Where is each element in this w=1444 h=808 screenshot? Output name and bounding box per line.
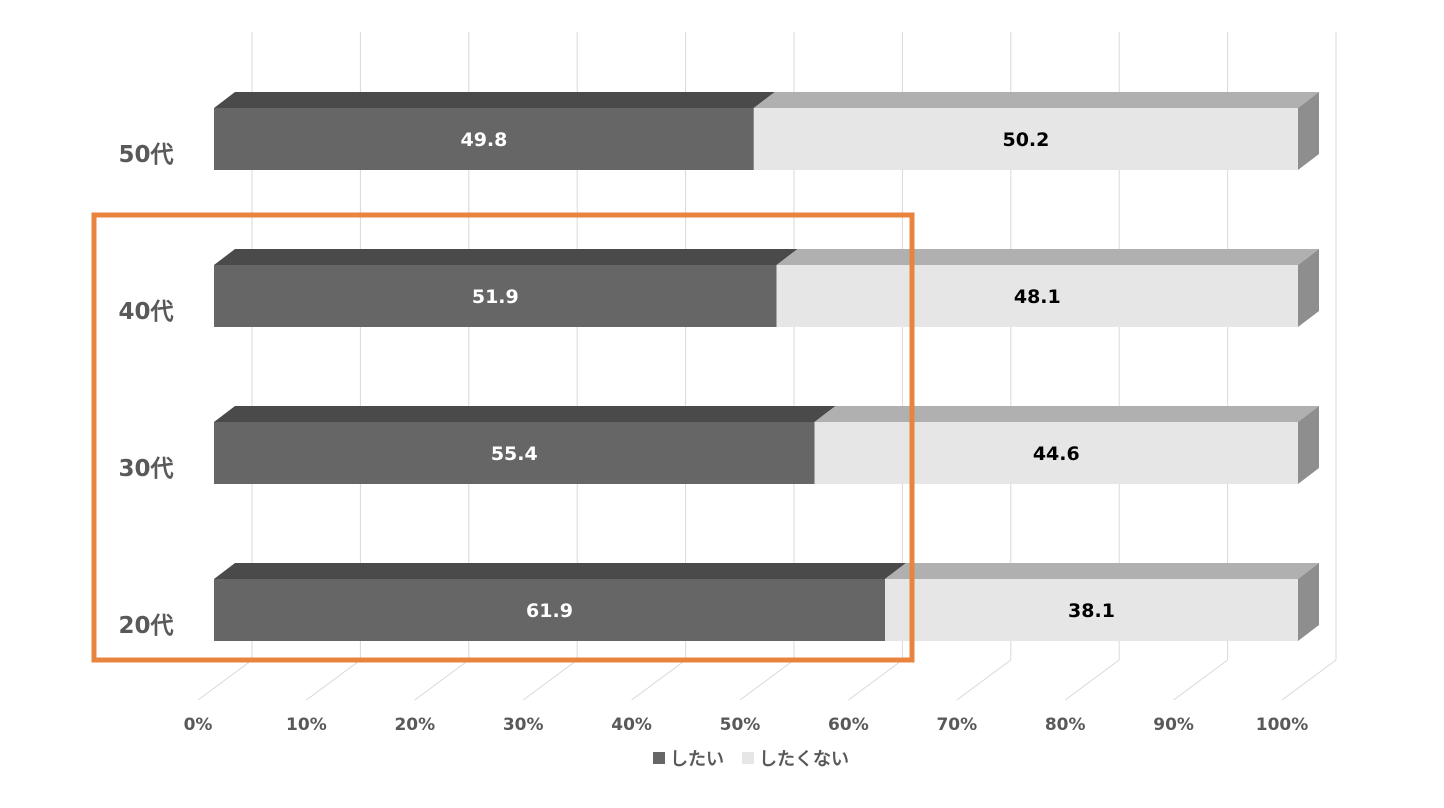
highlight-rectangle <box>91 212 915 663</box>
bar-side <box>1298 92 1319 170</box>
gridline-floor <box>414 659 470 701</box>
bar-top-light <box>776 249 1319 265</box>
category-labels: 50代 40代 30代 20代 <box>118 142 173 639</box>
bar-したい <box>214 265 777 327</box>
legend-label: したい <box>670 749 724 770</box>
data-label: 44.6 <box>1033 443 1080 465</box>
data-label: 50.2 <box>1002 129 1049 151</box>
bar-top-light <box>814 406 1319 422</box>
bar-top-light <box>753 92 1319 108</box>
x-tick-label: 50% <box>720 715 761 735</box>
bar-したくない <box>776 265 1298 327</box>
gridline-floor <box>522 659 578 701</box>
bar-top-dark <box>214 406 836 422</box>
gridline-floor <box>1173 659 1228 701</box>
x-axis-ticks: 0% 10% 20% 30% 40% 50% 60% 70% 80% 90% 100% <box>184 715 1309 735</box>
x-tick-label: 40% <box>611 715 652 735</box>
legend: したい したくない <box>653 749 849 770</box>
category-label: 30代 <box>118 456 173 482</box>
gridline-floor <box>197 659 253 701</box>
data-label: 49.8 <box>460 129 507 151</box>
bar-top-dark <box>214 563 906 579</box>
bar-したくない <box>814 422 1298 484</box>
highlight-box <box>91 212 915 663</box>
gridline-floor <box>848 659 903 701</box>
gridline-floor <box>956 659 1012 701</box>
x-tick-label: 60% <box>828 715 869 735</box>
data-label: 38.1 <box>1068 600 1115 622</box>
data-label: 51.9 <box>472 286 519 308</box>
category-label: 50代 <box>118 142 173 168</box>
x-tick-label: 70% <box>936 715 977 735</box>
data-label: 61.9 <box>526 600 573 622</box>
bar-top-dark <box>214 92 775 108</box>
data-label: 48.1 <box>1014 286 1061 308</box>
bar-side <box>1298 249 1319 327</box>
legend-label: したくない <box>759 749 849 770</box>
x-tick-label: 80% <box>1045 715 1086 735</box>
gridline-floor <box>739 659 795 701</box>
bar-side <box>1298 563 1319 641</box>
gridline-floor <box>1064 659 1120 701</box>
x-tick-label: 0% <box>184 715 213 735</box>
gridline-floor <box>306 659 361 701</box>
bar-したい <box>214 579 885 641</box>
bar-したい <box>214 422 815 484</box>
bar-top-dark <box>214 249 798 265</box>
category-label: 20代 <box>118 613 173 639</box>
bar-side <box>1298 406 1319 484</box>
x-tick-label: 90% <box>1153 715 1194 735</box>
bar-したくない <box>884 579 1298 641</box>
x-tick-label: 10% <box>286 715 327 735</box>
category-label: 40代 <box>118 299 173 325</box>
bar-したくない <box>753 108 1298 170</box>
gridline-floor <box>1281 659 1337 701</box>
x-tick-label: 100% <box>1256 715 1309 735</box>
bar-top-light <box>884 563 1319 579</box>
legend-swatch <box>742 752 754 764</box>
gridline-floor <box>631 659 686 701</box>
bars: 49.8 50.2 51.9 48.1 55.4 44.6 61.9 38.1 <box>214 92 1319 641</box>
bar-したい <box>214 108 754 170</box>
data-label: 55.4 <box>491 443 538 465</box>
x-tick-label: 30% <box>503 715 544 735</box>
legend-swatch <box>653 752 665 764</box>
x-tick-label: 20% <box>394 715 435 735</box>
